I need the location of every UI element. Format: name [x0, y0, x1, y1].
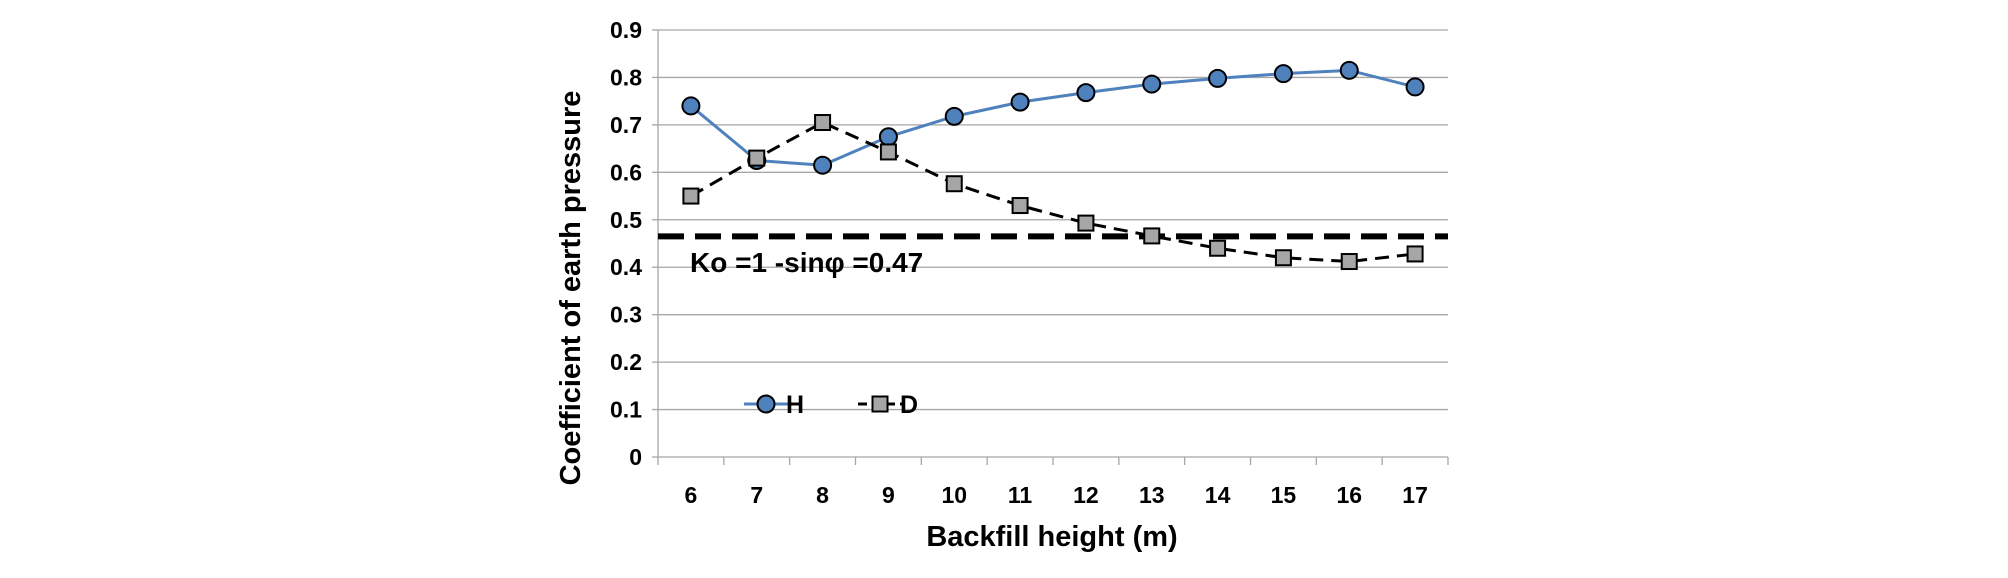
y-tick-label: 0.2 [610, 349, 642, 375]
series-D [682, 114, 1424, 271]
series-line-H [689, 68, 1416, 167]
y-axis-title: Coefficient of earth pressure [555, 91, 587, 486]
y-tick-label: 0.5 [610, 207, 642, 233]
y-tick-label: 0.3 [610, 302, 642, 328]
data-point-H [878, 127, 898, 147]
data-point-D [1406, 245, 1424, 263]
legend-label: H [786, 391, 804, 419]
data-point-D [682, 187, 700, 205]
y-tick-label: 0.4 [610, 254, 642, 280]
series-group [681, 60, 1425, 271]
series-H [681, 60, 1425, 175]
x-tick-label: 12 [1073, 482, 1099, 508]
data-point-H [681, 96, 701, 116]
gridlines [658, 29, 1448, 411]
y-tick-label: 0.6 [610, 159, 642, 185]
x-tick-label: 10 [941, 482, 967, 508]
y-tick-labels: 0 0.1 0.2 0.3 0.4 0.5 0.6 0.7 0.8 0.9 [610, 17, 642, 470]
legend-label: D [900, 391, 918, 419]
data-point-D [1274, 249, 1292, 267]
y-tick-label: 0.1 [610, 397, 642, 423]
x-tick-label: 13 [1139, 482, 1165, 508]
x-tick-label: 11 [1008, 482, 1033, 508]
x-tick-labels: 6 7 8 9 10 11 12 13 14 15 16 17 [685, 482, 1428, 508]
reference-line-label: Ko =1 -sinφ =0.47 [690, 247, 923, 278]
legend-marker [871, 395, 889, 413]
x-tick-label: 17 [1402, 482, 1428, 508]
data-point-D [1077, 214, 1095, 232]
data-point-D [879, 143, 897, 161]
y-tick-label: 0.8 [610, 64, 642, 90]
x-tick-label: 16 [1336, 482, 1362, 508]
y-tick-label: 0.7 [610, 112, 642, 138]
data-point-H [1142, 74, 1162, 94]
data-point-D [945, 175, 963, 193]
legend-item-D: D [858, 391, 918, 419]
data-point-D [748, 149, 766, 167]
data-point-D [1143, 227, 1161, 245]
x-tick-label: 15 [1271, 482, 1297, 508]
data-point-D [814, 114, 832, 132]
x-axis-title: Backfill height (m) [926, 521, 1177, 553]
data-point-H [1273, 64, 1293, 84]
legend-item-H: H [744, 391, 804, 419]
data-point-H [1339, 60, 1359, 80]
y-tick-label: 0.9 [610, 17, 642, 43]
x-tick-label: 7 [750, 482, 763, 508]
data-point-D [1340, 253, 1358, 271]
data-point-H [944, 106, 964, 126]
x-tick-label: 9 [882, 482, 895, 508]
x-tick-label: 6 [685, 482, 698, 508]
data-point-H [813, 155, 833, 175]
x-tick-label: 14 [1205, 482, 1231, 508]
series-line-D [690, 120, 1416, 264]
axes [652, 29, 1449, 465]
legend-marker [756, 394, 776, 414]
data-point-D [1011, 197, 1029, 215]
data-point-H [1010, 92, 1030, 112]
data-point-D [1209, 239, 1227, 257]
data-point-H [1076, 83, 1096, 103]
data-point-H [1405, 77, 1425, 97]
y-tick-label: 0 [629, 444, 642, 470]
x-tick-label: 8 [816, 482, 829, 508]
data-point-H [1208, 68, 1228, 88]
